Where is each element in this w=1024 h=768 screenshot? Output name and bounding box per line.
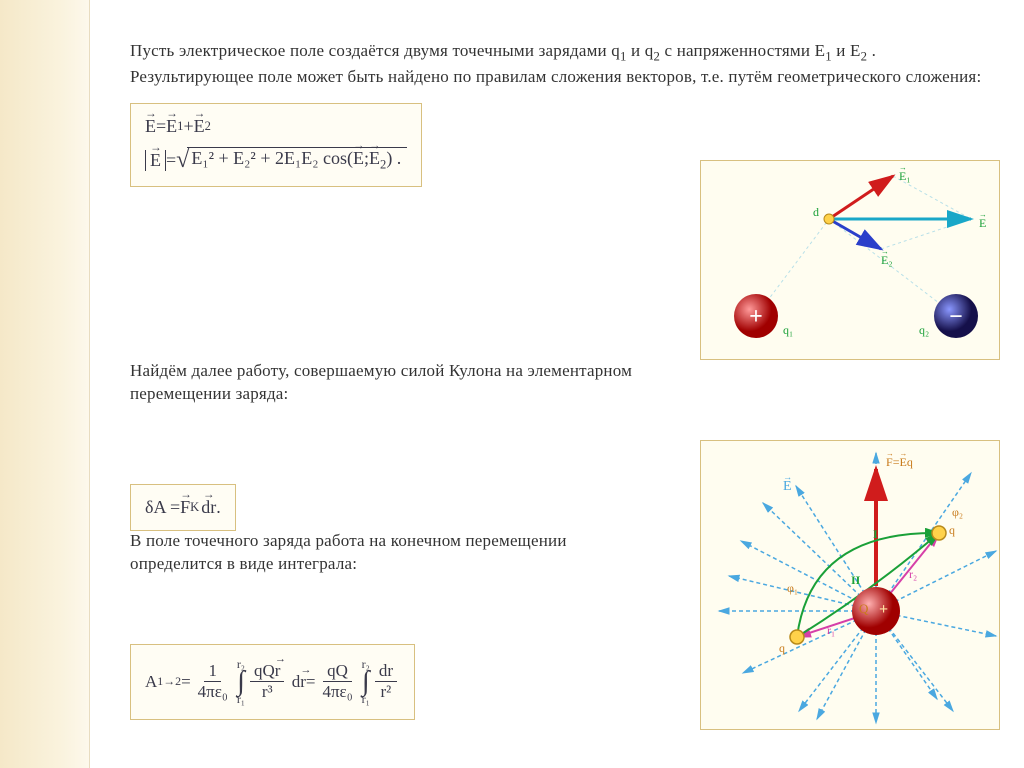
- eq-A12: A1→2 = 1 4πε₀ r₂ ∫ r₁ qQr r³ dr = qQ 4πε…: [145, 657, 400, 707]
- fig2-label-F: F=Eq: [886, 455, 913, 470]
- fig2-label-E: E: [783, 479, 792, 495]
- p1-b: и q: [631, 41, 653, 60]
- fig1-label-q1: q₁: [783, 323, 793, 338]
- i1-den: r³: [258, 682, 277, 702]
- eq-magnitude: E = √ E₁² + E₂² + 2E₁E₂ cos(E;E2) .: [145, 147, 407, 175]
- eq-vector-sum: E = E1 + E2: [145, 116, 407, 137]
- mag-close: ) .: [386, 148, 401, 168]
- f1-num: 1: [204, 661, 221, 682]
- A12: A: [145, 672, 157, 692]
- eq-dA: δA = FK dr .: [145, 497, 221, 518]
- paragraph-integral: В поле точечного заряда работа на конечн…: [130, 530, 640, 576]
- mag-inner: E₁² + E₂² + 2E₁E₂ cos(: [191, 148, 353, 168]
- int1-sym: ∫: [237, 672, 245, 692]
- vec-E2: E: [194, 116, 205, 137]
- eq-plus: +: [183, 116, 193, 137]
- int1-frac: qQr r³: [250, 661, 284, 702]
- vec-E1: E: [166, 116, 177, 137]
- figure-point-charge-field: F=Eq E φ₁ φ₂ q q r₁ r₂ I II Q +: [700, 440, 1000, 730]
- int1: r₂ ∫ r₁: [237, 657, 245, 707]
- sqrt-body: E₁² + E₂² + 2E₁E₂ cos(E;E2) .: [187, 147, 407, 175]
- eq-s2: 2: [205, 119, 211, 134]
- fig1-label-d: d: [813, 205, 819, 220]
- figure-superposition: + − d E₁ E₂ E q₁ q₂: [700, 160, 1000, 360]
- p1-sub4: 2: [861, 49, 868, 63]
- dA-left: δA =: [145, 497, 180, 518]
- A12-eq: =: [181, 672, 191, 692]
- fig2-r2: r₂: [909, 567, 917, 582]
- mag-cosE: E: [353, 148, 364, 169]
- fig1-svg: + −: [701, 161, 1001, 361]
- svg-text:−: −: [949, 304, 963, 330]
- paragraph-work: Найдём далее работу, совершаемую силой К…: [130, 360, 640, 406]
- fig2-q1: q: [779, 641, 785, 656]
- frac-1over4pe: 1 4πε₀: [194, 661, 232, 702]
- formula-elementary-work: δA = FK dr .: [130, 484, 236, 531]
- fig2-q2: q: [949, 523, 955, 538]
- i1-dr: dr: [287, 672, 305, 692]
- sqrt: √ E₁² + E₂² + 2E₁E₂ cos(E;E2) .: [176, 147, 407, 175]
- i2-num: dr: [375, 661, 397, 682]
- p1-d: и E: [836, 41, 860, 60]
- fig2-Q: Q: [859, 601, 868, 617]
- fig2-plus: +: [879, 601, 888, 619]
- paragraph-intro: Пусть электрическое поле создаётся двумя…: [130, 40, 1000, 89]
- p1-sub1: 1: [620, 49, 627, 63]
- int2-sym: ∫: [362, 672, 370, 692]
- fig2-I: I: [873, 527, 878, 542]
- dA-Fk-sub: K: [190, 500, 199, 515]
- f1-den: 4πε₀: [194, 682, 232, 702]
- mag-eq: =: [166, 150, 176, 171]
- p1-a: Пусть электрическое поле создаётся двумя…: [130, 41, 620, 60]
- i1-num: qQr: [250, 661, 284, 682]
- int2-lo: r₁: [362, 692, 370, 707]
- vec-E: E: [145, 116, 156, 137]
- dA-Fk: F: [180, 497, 190, 518]
- fig2-phi2: φ₂: [952, 505, 963, 520]
- i2-den: r²: [377, 682, 396, 702]
- slide-content: Пусть электрическое поле создаётся двумя…: [130, 40, 1000, 187]
- int1-lo: r₁: [237, 692, 245, 707]
- mag-cosE2: E: [369, 148, 380, 169]
- eq-sign: =: [156, 116, 166, 137]
- formula-work-integral: A1→2 = 1 4πε₀ r₂ ∫ r₁ qQr r³ dr = qQ 4πε…: [130, 644, 415, 720]
- dA-dr: dr: [201, 497, 216, 518]
- frac-qQ: qQ 4πε₀: [318, 661, 356, 702]
- dA-dot: .: [216, 497, 221, 518]
- int2: r₂ ∫ r₁: [362, 657, 370, 707]
- slide-sidebar: [0, 0, 90, 768]
- fig2-phi1: φ₁: [787, 581, 798, 596]
- p1-sub3: 1: [825, 49, 832, 63]
- formula-superposition: E = E1 + E2 E = √ E₁² + E₂² + 2E₁E₂ cos(…: [130, 103, 422, 188]
- fig1-label-E1: E₁: [899, 169, 911, 184]
- p1-c: с напряженностями E: [665, 41, 826, 60]
- int2-frac: dr r²: [375, 661, 397, 702]
- p1-sub2: 2: [653, 49, 660, 63]
- mag-abs: E: [145, 150, 166, 171]
- fig2-II: II: [851, 573, 860, 588]
- fig1-label-E2: E₂: [881, 253, 893, 268]
- A12-sub: 1→2: [157, 674, 181, 689]
- svg-text:+: +: [749, 304, 763, 330]
- fig1-label-E: E: [979, 216, 986, 231]
- f2-num: qQ: [323, 661, 352, 682]
- f2-den: 4πε₀: [318, 682, 356, 702]
- fig1-label-q2: q₂: [919, 323, 929, 338]
- fig2-r1: r₁: [827, 623, 835, 638]
- mag-vecE: E: [150, 150, 161, 171]
